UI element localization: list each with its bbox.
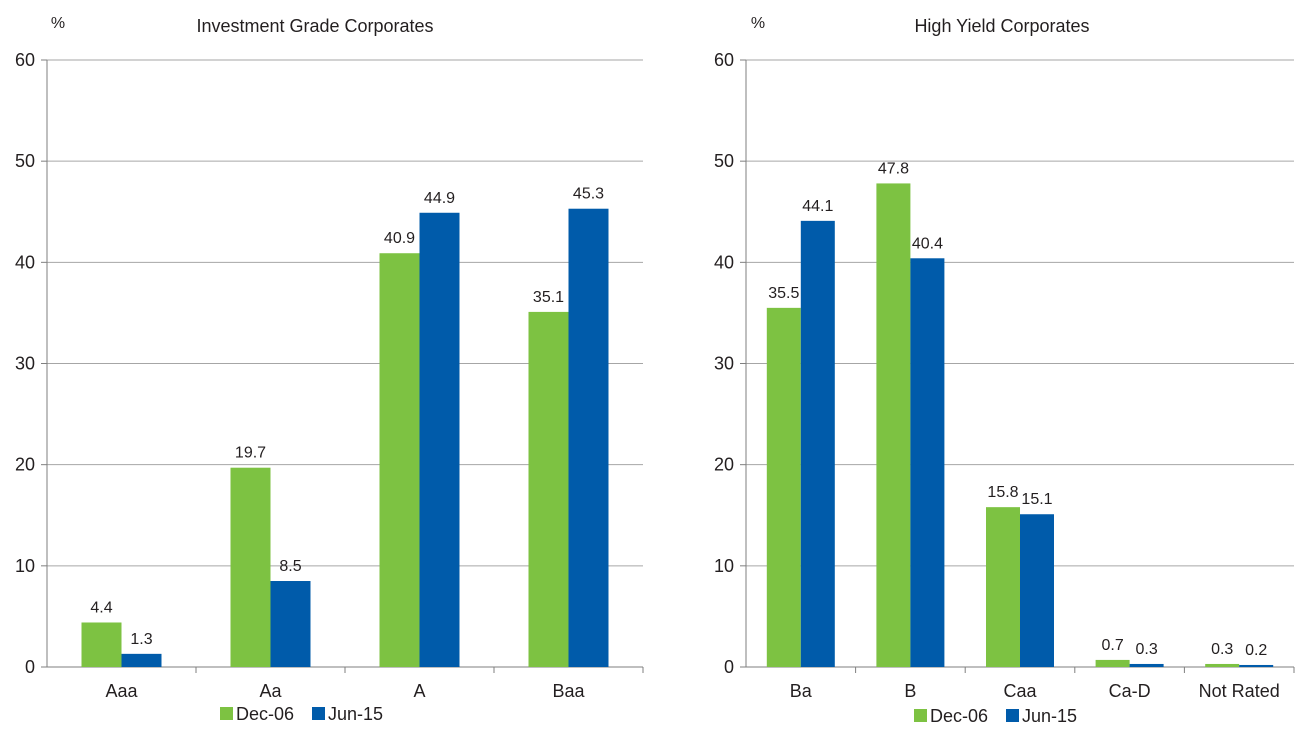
chart-investment-grade: 0 10 20 30 40 50 60% Investment Grade Corporate…: [15, 15, 643, 724]
data-label: 15.8: [987, 484, 1018, 501]
x-category-label: Aaa: [105, 681, 138, 701]
y-unit-label: %: [51, 15, 65, 32]
bar-jun-15-aa: [271, 581, 311, 667]
chart-title: Investment Grade Corporates: [196, 16, 433, 36]
data-label: 4.4: [90, 599, 112, 616]
data-label: 19.7: [235, 445, 266, 462]
data-label: 45.3: [573, 186, 604, 203]
y-tick-label: 60: [714, 50, 734, 70]
bar-jun-15-ba: [801, 221, 835, 667]
data-label: 0.2: [1245, 642, 1267, 659]
legend-label: Jun-15: [1022, 706, 1077, 726]
x-category-label: A: [413, 681, 425, 701]
legend-swatch: [1006, 709, 1019, 722]
bar-dec-06-baa: [529, 312, 569, 667]
legend-label: Dec-06: [236, 704, 294, 724]
data-label: 0.3: [1135, 641, 1157, 658]
y-tick-label: 50: [15, 151, 35, 171]
data-label: 0.3: [1211, 641, 1233, 658]
legend-swatch: [220, 707, 233, 720]
x-category-label: Ca-D: [1109, 681, 1151, 701]
bar-dec-06-ca-d: [1096, 660, 1130, 667]
chart-high-yield: 0 10 20 30 40 50 60% High Yield Corporates Ba 35.…: [714, 15, 1294, 726]
y-tick-label: 50: [714, 151, 734, 171]
bar-jun-15-baa: [569, 209, 609, 667]
y-unit-label: %: [751, 15, 765, 32]
legend-label: Dec-06: [930, 706, 988, 726]
x-category-label: Caa: [1003, 681, 1037, 701]
data-label: 1.3: [130, 631, 152, 648]
bar-dec-06-caa: [986, 507, 1020, 667]
chart-title: High Yield Corporates: [914, 16, 1089, 36]
y-tick-label: 20: [15, 455, 35, 475]
y-tick-label: 10: [714, 556, 734, 576]
data-label: 8.5: [279, 558, 301, 575]
data-label: 40.9: [384, 230, 415, 247]
data-label: 44.1: [802, 198, 833, 215]
data-label: 15.1: [1021, 491, 1052, 508]
data-label: 35.5: [768, 285, 799, 302]
bar-jun-15-aaa: [122, 654, 162, 667]
y-tick-label: 0: [25, 657, 35, 677]
data-label: 0.7: [1101, 637, 1123, 654]
bar-jun-15-caa: [1020, 514, 1054, 667]
legend-swatch: [914, 709, 927, 722]
data-label: 40.4: [912, 235, 943, 252]
legend-swatch: [312, 707, 325, 720]
y-tick-label: 30: [714, 354, 734, 374]
x-category-label: Aa: [259, 681, 282, 701]
y-tick-label: 30: [15, 354, 35, 374]
bar-jun-15-ca-d: [1130, 664, 1164, 667]
bar-dec-06-aa: [231, 468, 271, 667]
x-category-label: Not Rated: [1199, 681, 1280, 701]
bar-jun-15-not-rated: [1239, 665, 1273, 667]
y-tick-label: 0: [724, 657, 734, 677]
bar-dec-06-a: [380, 253, 420, 667]
y-tick-label: 60: [15, 50, 35, 70]
x-category-label: Ba: [790, 681, 813, 701]
bar-dec-06-ba: [767, 308, 801, 667]
data-label: 47.8: [878, 160, 909, 177]
y-tick-label: 40: [714, 252, 734, 272]
data-label: 35.1: [533, 289, 564, 306]
y-tick-label: 20: [714, 455, 734, 475]
bar-jun-15-a: [420, 213, 460, 667]
bar-jun-15-b: [910, 258, 944, 667]
bar-dec-06-b: [876, 183, 910, 667]
y-tick-label: 40: [15, 252, 35, 272]
x-category-label: B: [904, 681, 916, 701]
legend-label: Jun-15: [328, 704, 383, 724]
bar-dec-06-aaa: [82, 622, 122, 667]
y-tick-label: 10: [15, 556, 35, 576]
x-category-label: Baa: [552, 681, 585, 701]
bar-dec-06-not-rated: [1205, 664, 1239, 667]
data-label: 44.9: [424, 190, 455, 207]
